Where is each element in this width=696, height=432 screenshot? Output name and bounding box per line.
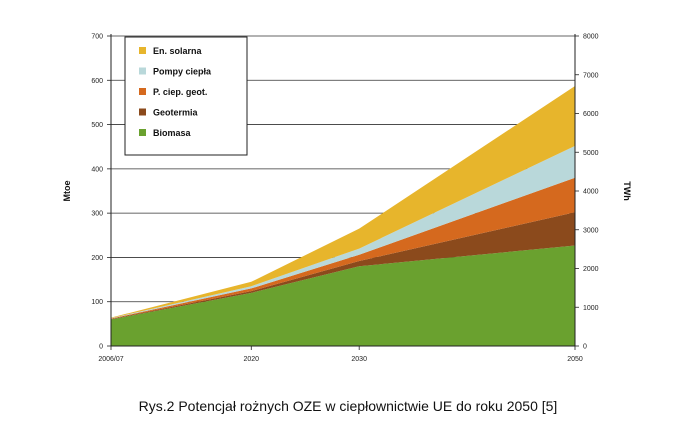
x-tick-label: 2050 bbox=[567, 356, 583, 363]
legend-entry: Biomasa bbox=[153, 128, 192, 138]
y-tick-label: 300 bbox=[91, 211, 103, 218]
y-right-axis-title: TWh bbox=[622, 181, 632, 201]
y-right-tick-label: 0 bbox=[583, 344, 587, 351]
y-right-tick-label: 7000 bbox=[583, 72, 599, 79]
y-tick-label: 100 bbox=[91, 299, 103, 306]
x-tick-label: 2020 bbox=[243, 356, 259, 363]
x-tick-label: 2030 bbox=[351, 356, 367, 363]
legend-swatch bbox=[139, 129, 146, 136]
y-tick-label: 400 bbox=[91, 166, 103, 173]
legend-entry: Pompy ciepła bbox=[153, 67, 212, 77]
legend-swatch bbox=[139, 47, 146, 54]
area-geotermia bbox=[111, 212, 575, 320]
y-tick-label: 0 bbox=[99, 344, 103, 351]
legend-swatch bbox=[139, 108, 146, 116]
y-right-tick-label: 6000 bbox=[583, 111, 599, 118]
y-right-tick-label: 4000 bbox=[583, 189, 599, 196]
figure-caption: Rys.2 Potencjał rożnych OZE w ciepłownic… bbox=[138, 398, 558, 414]
y-tick-label: 200 bbox=[91, 255, 103, 262]
y-tick-label: 600 bbox=[91, 78, 103, 85]
y-right-tick-label: 1000 bbox=[583, 305, 599, 312]
legend-swatch bbox=[139, 88, 146, 95]
x-tick-label: 2006/07 bbox=[98, 356, 123, 363]
stacked-area-chart: 0100200300400500600700010002000300040005… bbox=[62, 34, 632, 364]
y-right-tick-label: 3000 bbox=[583, 227, 599, 234]
legend-entry: Geotermia bbox=[153, 108, 199, 118]
y-tick-label: 500 bbox=[91, 122, 103, 129]
area-biomasa bbox=[111, 245, 575, 346]
legend-swatch bbox=[139, 67, 146, 75]
legend-entry: En. solarna bbox=[153, 46, 203, 56]
y-tick-label: 700 bbox=[91, 34, 103, 41]
y-right-tick-label: 8000 bbox=[583, 34, 599, 41]
y-right-tick-label: 5000 bbox=[583, 150, 599, 157]
y-axis-title: Mtoe bbox=[62, 181, 72, 202]
y-right-tick-label: 2000 bbox=[583, 266, 599, 273]
legend-entry: P. ciep. geot. bbox=[153, 87, 207, 97]
